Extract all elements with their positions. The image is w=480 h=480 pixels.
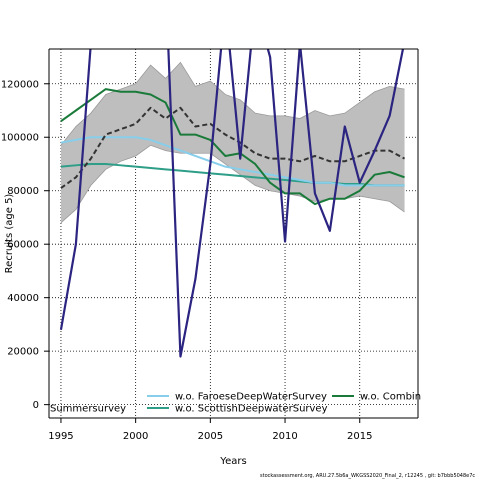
series-line-scottish: [60, 162, 405, 187]
legend-summersurvey-label: Summersurvey: [50, 404, 126, 415]
series-line-combin: [60, 88, 405, 206]
band-upper-edge: [60, 61, 405, 146]
legend-label: w.o. FaroeseDeepWaterSurvey: [175, 392, 327, 403]
y-tick-label: 40000: [7, 293, 39, 304]
y-tick-label: 120000: [1, 79, 39, 90]
x-tick-label: 2010: [272, 431, 297, 442]
y-tick-label: 60000: [7, 240, 39, 251]
y-tick-label: 80000: [7, 186, 39, 197]
series-line-base: [60, 106, 406, 189]
y-tick-label: 100000: [1, 133, 39, 144]
y-tick-label: 20000: [7, 347, 39, 358]
x-axis-title: Years: [219, 456, 246, 467]
legend-label: w.o. Combin: [360, 392, 421, 403]
x-tick-label: 2000: [123, 431, 148, 442]
plot-area: [59, 49, 406, 358]
legend: w.o. FaroeseDeepWaterSurvey w.o. Combin w.…: [50, 392, 421, 415]
y-tick-label: 0: [33, 400, 39, 411]
x-tick-label: 1995: [48, 431, 73, 442]
y-axis-title: Recruits (age 5): [4, 194, 15, 274]
series-line-summer: [59, 49, 405, 358]
legend-label: w.o. ScottishDeepwaterSurvey: [175, 404, 328, 415]
series-line-faroese: [60, 136, 405, 187]
x-tick-label: 2005: [198, 431, 223, 442]
x-tick-label: 2015: [347, 431, 372, 442]
footer-note: stockassessment.org, ARU.27.5b6a_WKGSS20…: [260, 473, 476, 479]
